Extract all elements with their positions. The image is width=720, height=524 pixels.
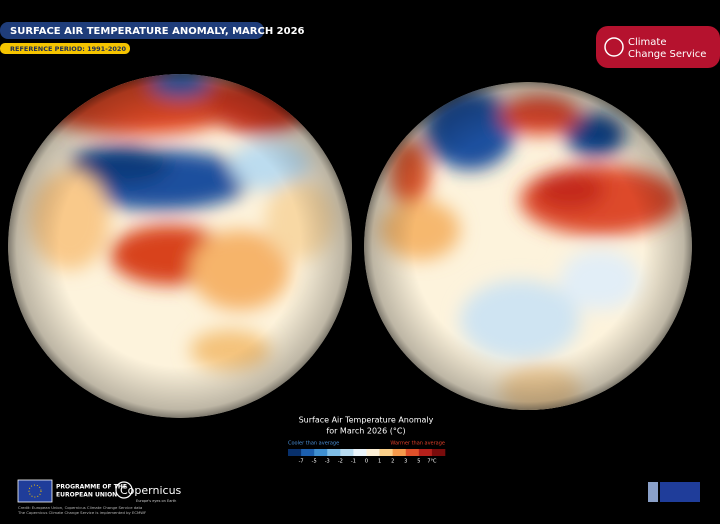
ec-logo: [660, 482, 700, 502]
eu-text: EUROPEAN UNION: [56, 492, 117, 499]
colorbar-segment: [301, 449, 315, 456]
credit: Credit: European Union, Copernicus Clima…: [18, 505, 142, 510]
legend-warmer: Warmer than average: [390, 441, 445, 447]
colorbar-segment: [405, 449, 420, 456]
colorbar-segment: [327, 449, 341, 456]
logo-line1: Climate: [628, 37, 666, 48]
colorbar-segment: [379, 449, 393, 456]
colorbar: -7 -5 -3 -2 -1 0 1 2 3 5 7°C: [288, 449, 446, 465]
colorbar-segment: [314, 449, 328, 456]
colorbar-tick-label: -2: [338, 459, 343, 465]
colorbar-tick-label: 2: [391, 459, 394, 465]
eu-text: PROGRAMME OF THE: [56, 484, 127, 491]
colorbar-tick-label: 3: [404, 459, 407, 465]
globe-europe-africa: [364, 82, 692, 410]
colorbar-tick-label: -1: [351, 459, 356, 465]
colorbar-tick-label: 7°C: [427, 459, 437, 465]
logo-line2: Change Service: [628, 49, 706, 60]
colorbar-tick-label: 1: [378, 459, 381, 465]
subtitle: REFERENCE PERIOD: 1991-2020: [10, 45, 126, 53]
colorbar-segment: [288, 449, 302, 456]
logo-icon: [604, 37, 624, 57]
colorbar-tick-label: -5: [312, 459, 317, 465]
ec-logo-building: [648, 482, 658, 502]
colorbar-segment: [392, 449, 407, 456]
copernicus-icon: [115, 481, 133, 499]
subtitle-banner: [0, 43, 130, 54]
colorbar-segment: [431, 449, 446, 456]
title-banner: [0, 22, 264, 39]
copernicus-tagline: Europe's eyes on Earth: [136, 499, 176, 503]
colorbar-segment: [340, 449, 354, 456]
legend-cooler: Cooler than average: [288, 441, 339, 447]
colorbar-segment: [366, 449, 380, 456]
colorbar-segment: [418, 449, 433, 456]
colorbar-segment: [353, 449, 367, 456]
colorbar-tick-label: 5: [417, 459, 420, 465]
legend-title: for March 2026 (°C): [326, 427, 405, 436]
copernicus: Copernicus: [120, 484, 182, 497]
colorbar-tick-label: 0: [365, 459, 368, 465]
legend-title: Surface Air Temperature Anomaly: [299, 416, 434, 425]
c3s-logo: [596, 26, 720, 68]
colorbar-tick-label: -7: [299, 459, 304, 465]
title: SURFACE AIR TEMPERATURE ANOMALY, MARCH 2…: [10, 26, 305, 37]
eu-stars: [28, 484, 42, 498]
eu-flag: [17, 479, 53, 503]
credit: The Copernicus Climate Change Service is…: [17, 510, 146, 515]
colorbar-tick-label: -3: [325, 459, 330, 465]
globe-americas: [8, 74, 352, 418]
